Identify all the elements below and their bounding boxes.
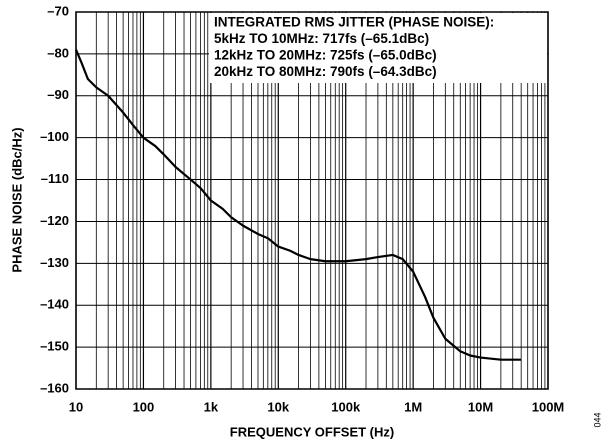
y-tick-label: –90 bbox=[47, 87, 69, 102]
y-tick-label: –110 bbox=[41, 171, 69, 186]
x-tick-label: 100M bbox=[532, 399, 565, 414]
x-axis-label: FREQUENCY OFFSET (Hz) bbox=[230, 424, 394, 439]
x-tick-label: 100k bbox=[331, 399, 361, 414]
x-tick-label: 10M bbox=[468, 399, 493, 414]
y-axis-label: PHASE NOISE (dBc/Hz) bbox=[9, 127, 24, 272]
annotation-box bbox=[209, 13, 547, 83]
x-tick-label: 100 bbox=[133, 399, 155, 414]
x-tick-label: 1M bbox=[404, 399, 422, 414]
x-tick-label: 1k bbox=[204, 399, 219, 414]
y-tick-label: –160 bbox=[40, 380, 69, 395]
figure-id: 044 bbox=[592, 412, 602, 427]
y-tick-label: –120 bbox=[40, 213, 69, 228]
y-tick-label: –130 bbox=[40, 255, 69, 270]
y-tick-label: –70 bbox=[47, 3, 69, 18]
y-tick-label: –150 bbox=[40, 339, 69, 354]
y-tick-label: –100 bbox=[40, 129, 69, 144]
plot-frame bbox=[75, 11, 549, 390]
y-tick-label: –140 bbox=[40, 297, 69, 312]
x-tick-label: 10k bbox=[267, 399, 289, 414]
annotation: 5kHz TO 10MHz: 717fs (–65.1dBc) bbox=[214, 31, 429, 46]
data-line bbox=[74, 49, 522, 361]
annotation: 12kHz TO 20MHz: 725fs (–65.0dBc) bbox=[214, 48, 437, 63]
x-tick-label: 10 bbox=[69, 399, 83, 414]
annotation: 20kHz TO 80MHz: 790fs (–64.3dBc) bbox=[214, 64, 437, 79]
y-tick-label: –80 bbox=[47, 45, 69, 60]
annotation: INTEGRATED RMS JITTER (PHASE NOISE): bbox=[214, 15, 494, 30]
